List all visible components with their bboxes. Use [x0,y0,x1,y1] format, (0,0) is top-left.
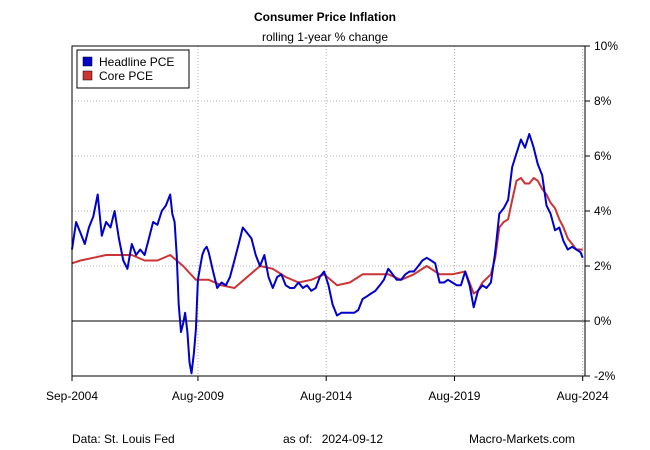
footer-source: Data: St. Louis Fed [72,432,175,446]
series-line-core-pce [71,177,583,295]
x-tick-label: Aug-2014 [300,389,352,403]
footer-asof: as of: 2024-09-12 [283,432,383,446]
legend-swatch-headline-pce [82,56,93,67]
series-layer [71,133,584,375]
series-line-headline-pce [71,133,584,375]
footer-asof-label: as of: [283,432,313,446]
legend-entry-headline-pce: Headline PCE [99,55,174,69]
plot-frame [71,45,586,377]
legend-box [76,49,190,89]
y-tick-label: 10% [594,39,618,53]
footer-site: Macro-Markets.com [469,432,576,446]
y-tick-label: 8% [594,94,612,108]
x-tick-label: Sep-2004 [46,389,98,403]
y-tick-label: 0% [594,314,612,328]
chart-title: Consumer Price Inflation [253,10,397,24]
x-tick-label: Aug-2019 [428,389,480,403]
y-tick-label: 4% [594,204,612,218]
y-tick-label: 6% [594,149,612,163]
axis-layer: -2% 0% 2% 4% 6% 8% 10% Sep-2004 Aug-2009 Aug-2014… [46,39,618,403]
legend-entry-core-pce: Core PCE [99,69,153,83]
x-tick-label: Aug-2024 [557,389,609,403]
y-tick-label: 2% [594,259,612,273]
legend-swatch-core-pce [82,70,93,81]
legend: Headline PCE Core PCE [76,49,190,89]
grid-layer [71,45,585,377]
footer-asof-date: 2024-09-12 [321,432,384,446]
y-tick-label: -2% [594,369,616,383]
chart-subtitle: rolling 1-year % change [261,30,389,44]
x-tick-label: Aug-2009 [172,389,224,403]
